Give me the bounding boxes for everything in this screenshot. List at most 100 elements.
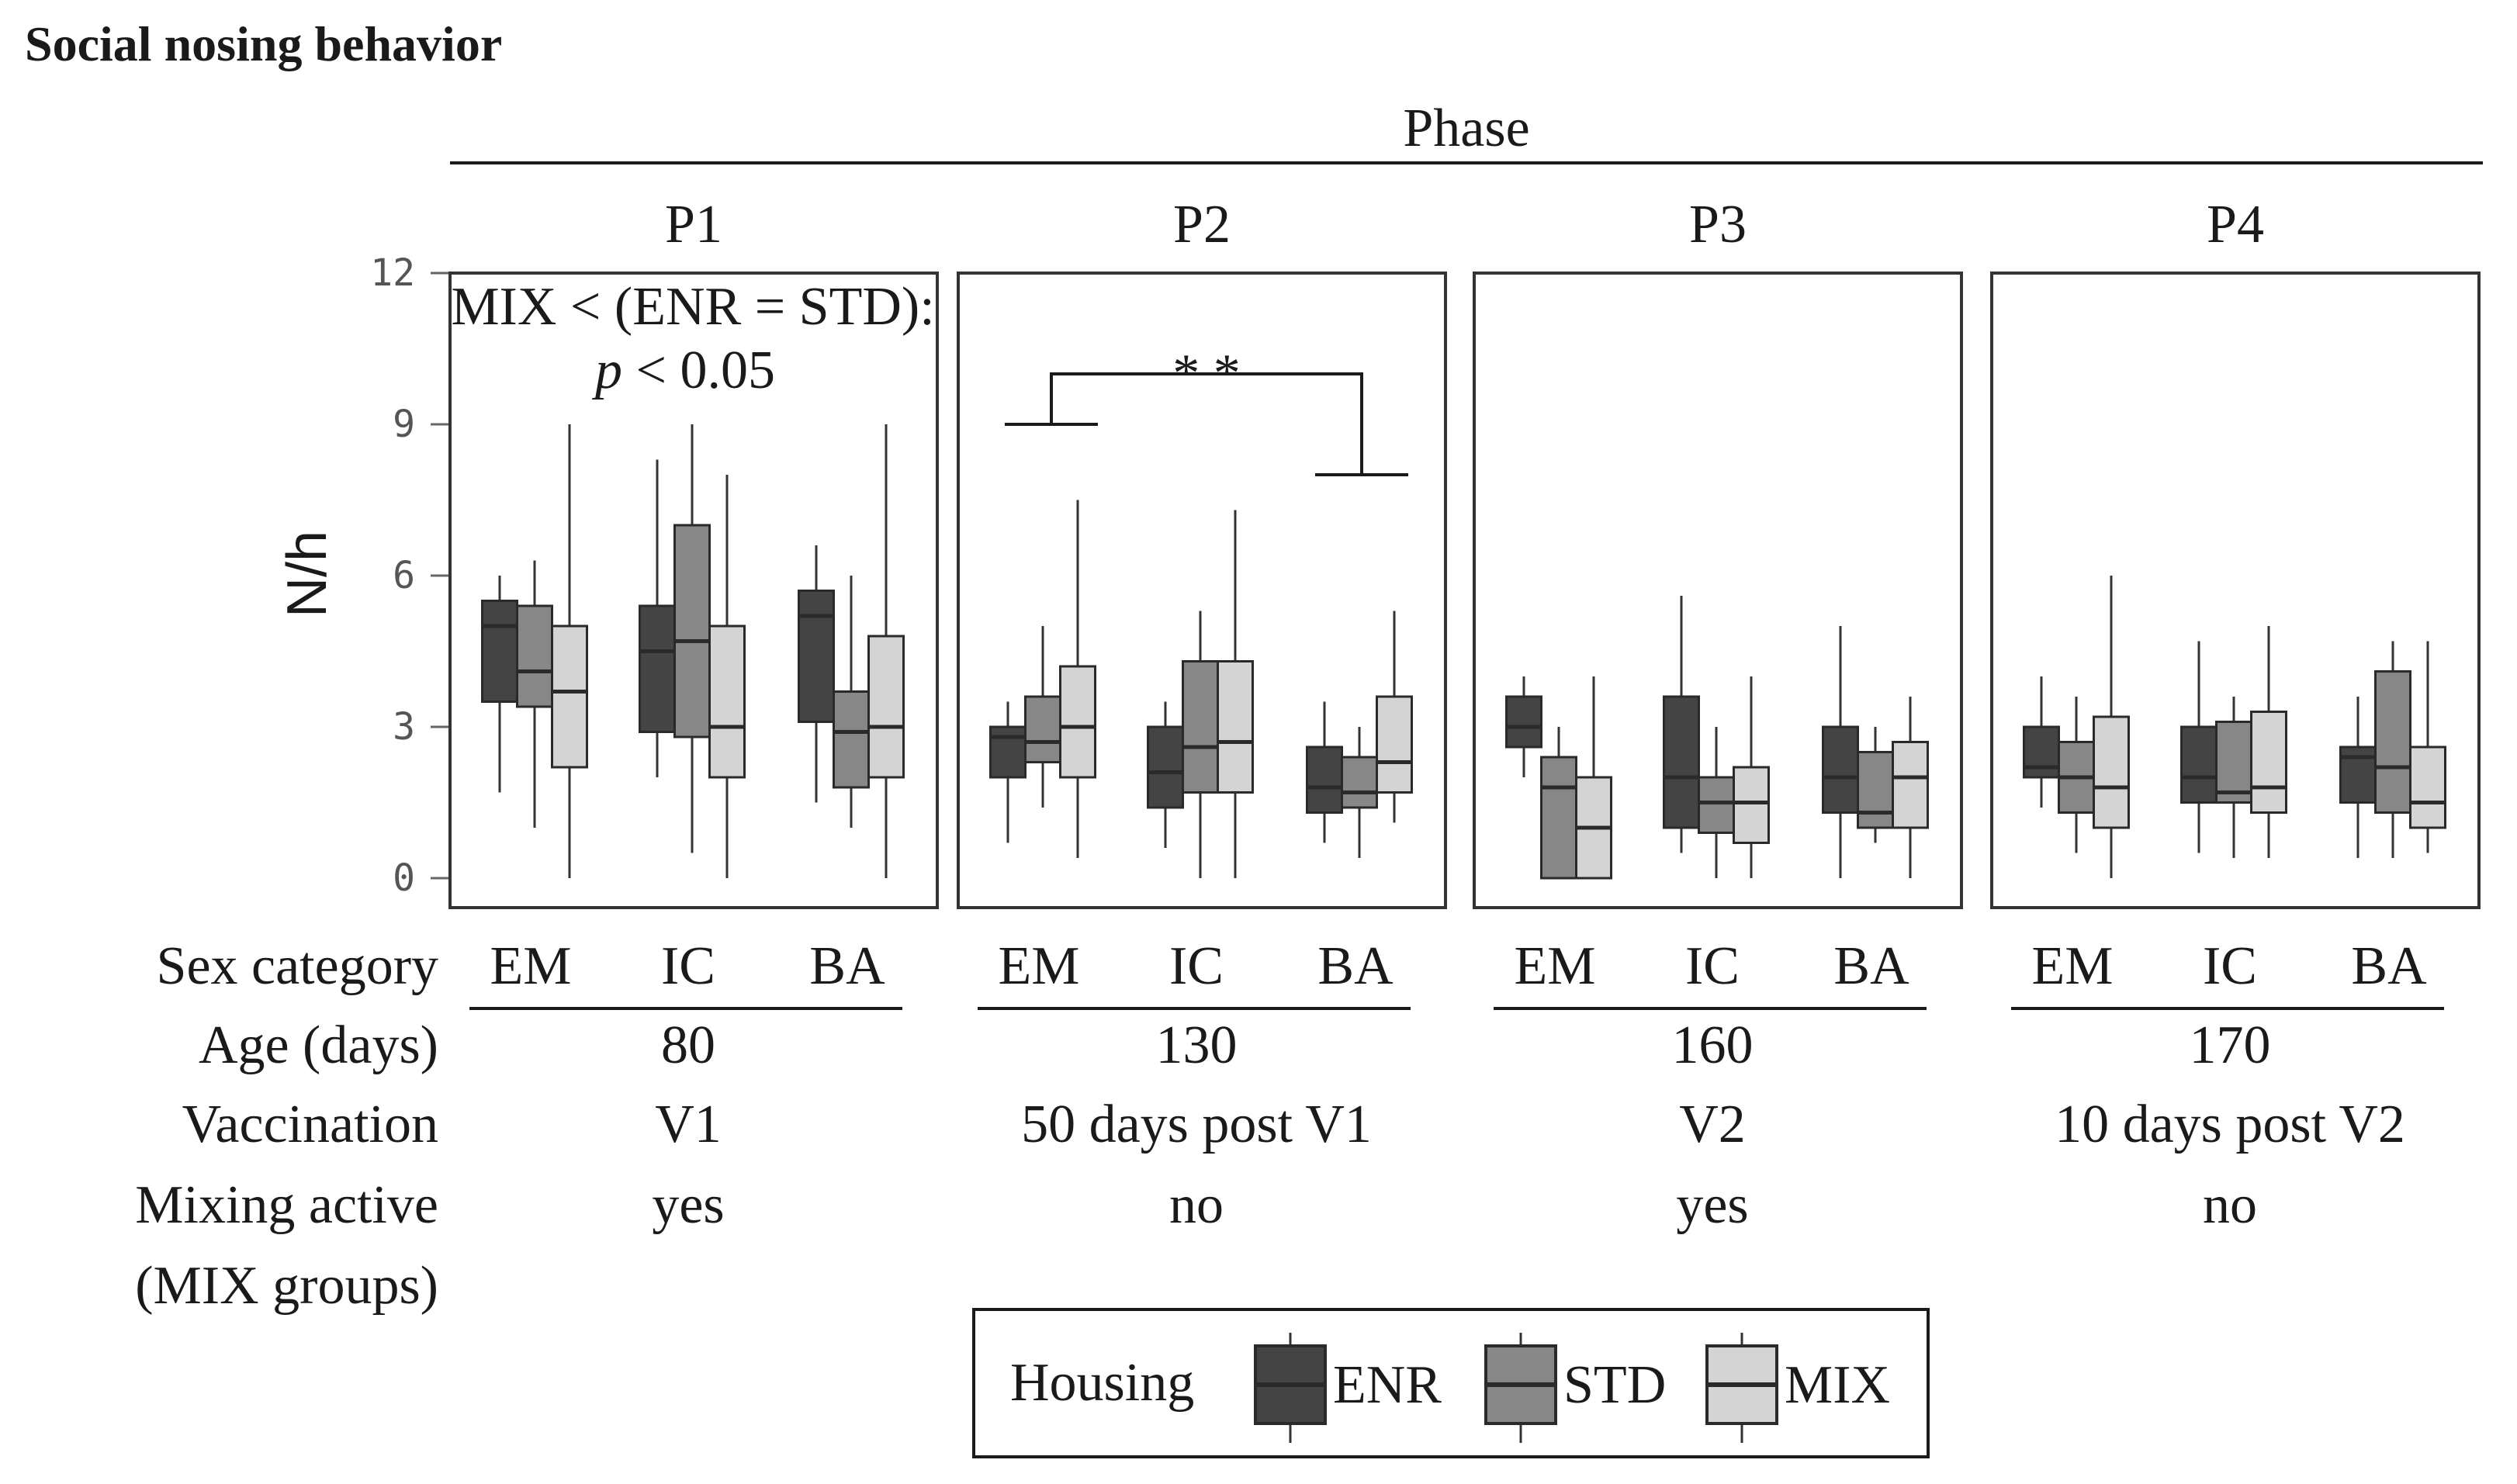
box-body <box>1182 660 1219 794</box>
y-ticks: 0 3 6 9 12 <box>370 251 450 900</box>
row-label-mixing-2: (MIX groups) <box>135 1256 438 1316</box>
legend-label: STD <box>1563 1355 1666 1415</box>
box-p2-ic-std <box>1182 611 1219 878</box>
panel-p4: P4 <box>1990 195 2481 909</box>
box-body <box>673 524 711 739</box>
legend-title: Housing <box>1010 1353 1194 1413</box>
box-body <box>1698 776 1735 834</box>
bracket-arch <box>1050 372 1363 475</box>
box-body <box>1306 745 1343 814</box>
y-tick-label: 6 <box>393 554 415 597</box>
box-body <box>1733 766 1770 844</box>
box-body <box>1341 756 1378 809</box>
sex-category-label: EM <box>2032 936 2114 996</box>
panel-title: P1 <box>665 195 722 254</box>
box-p1-em-enr <box>481 576 518 793</box>
y-tick-label: 9 <box>393 403 415 446</box>
box-p4-ic-mix <box>2250 626 2287 858</box>
row-label-mixing-1: Mixing active <box>135 1175 438 1235</box>
panels: P1 P2 P3 P4 <box>448 195 2481 909</box>
box-p4-em-enr <box>2023 676 2060 808</box>
legend-label: ENR <box>1333 1355 1442 1415</box>
significance-bracket: * * <box>1005 344 1408 476</box>
box-p2-ic-enr <box>1147 701 1184 848</box>
sex-category-label: IC <box>1169 936 1224 996</box>
box-p2-ic-mix <box>1217 510 1254 878</box>
box-body <box>2374 670 2411 814</box>
mixing-value: yes <box>1676 1175 1748 1235</box>
box-p2-em-std <box>1024 626 1061 808</box>
sex-category-label: BA <box>1317 936 1394 996</box>
mixing-value: no <box>1169 1175 1224 1235</box>
legend: Housing ENR STD MIX <box>972 1308 1930 1458</box>
sex-category-label: IC <box>661 936 715 996</box>
box-body <box>1059 665 1096 779</box>
panel-p2: P2 <box>957 195 1447 909</box>
annotation-line2: p < 0.05 <box>591 341 775 400</box>
vaccination-value: 50 days post V1 <box>1021 1095 1372 1154</box>
box-body <box>833 690 870 789</box>
row-label-sex: Sex category <box>157 936 438 996</box>
box-body <box>2409 745 2446 829</box>
box-body <box>2250 711 2287 814</box>
panel-title: P3 <box>1689 195 1747 254</box>
box-body <box>1147 725 1184 809</box>
legend-item-std: STD <box>1484 1333 1666 1443</box>
sex-category-label: EM <box>1515 936 1596 996</box>
box-body <box>1540 756 1577 880</box>
box-body <box>708 624 746 779</box>
vaccination-value: 10 days post V2 <box>2055 1095 2405 1154</box>
box-body <box>1822 725 1859 814</box>
vaccination-value: V2 <box>1679 1095 1746 1154</box>
panel-title: P4 <box>2207 195 2264 254</box>
sex-category-label: BA <box>1833 936 1909 996</box>
bottom-table: EM IC BA 80 V1 yes EM IC BA 130 50 days post V1 no E… <box>469 936 2444 1235</box>
annotation-line1: MIX < (ENR = STD): <box>451 277 934 337</box>
annotation-p-symbol: p <box>591 341 622 400</box>
box-body <box>798 590 835 723</box>
chart-title: Social nosing behavior <box>25 16 502 71</box>
box-p1-ba-enr <box>798 545 835 803</box>
sex-category-label: BA <box>809 936 885 996</box>
sex-category-label: EM <box>999 936 1080 996</box>
box-body <box>1857 751 1894 829</box>
legend-item-mix: MIX <box>1705 1333 1890 1443</box>
age-value: 80 <box>661 1015 715 1075</box>
box-p4-em-mix <box>2093 576 2130 878</box>
box-p2-ba-mix <box>1376 611 1413 823</box>
box-p4-ba-mix <box>2409 641 2446 853</box>
significance-stars: * * <box>1172 344 1241 403</box>
box-body <box>551 624 588 769</box>
legend-label: MIX <box>1785 1355 1890 1415</box>
box-body <box>1663 695 1700 829</box>
box-body <box>1376 695 1413 794</box>
box-p3-em-std <box>1540 727 1577 880</box>
sex-category-label: BA <box>2351 936 2427 996</box>
box-body <box>1892 741 1929 829</box>
box-p3-ic-std <box>1698 727 1735 878</box>
facet-title: Phase <box>1403 99 1529 158</box>
box-p2-em-mix <box>1059 500 1096 858</box>
box-body <box>2180 725 2218 804</box>
box-body <box>639 604 676 733</box>
mixing-value: no <box>2203 1175 2257 1235</box>
box-p4-ba-std <box>2374 641 2411 858</box>
box-body <box>2023 725 2060 779</box>
box-p1-em-mix <box>551 424 588 878</box>
box-p1-ic-std <box>673 424 711 853</box>
age-value: 130 <box>1156 1015 1238 1075</box>
box-body <box>867 635 905 779</box>
row-labels: Sex category Age (days) Vaccination Mixi… <box>135 936 438 1316</box>
y-tick-label: 12 <box>370 251 415 295</box>
age-value: 160 <box>1672 1015 1754 1075</box>
box-p3-em-mix <box>1575 676 1612 880</box>
row-label-age: Age (days) <box>199 1015 438 1075</box>
sex-category-label: IC <box>2203 936 2257 996</box>
box-p1-ic-mix <box>708 475 746 878</box>
box-p3-ba-mix <box>1892 697 1929 878</box>
sex-category-label: EM <box>490 936 572 996</box>
panel-p1: P1 <box>448 195 939 909</box>
legend-item-enr: ENR <box>1254 1333 1442 1443</box>
y-tick-label: 3 <box>393 705 415 749</box>
